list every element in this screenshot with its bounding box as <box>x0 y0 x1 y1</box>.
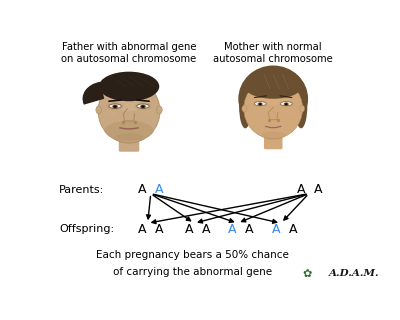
Text: A: A <box>289 223 297 236</box>
Text: A: A <box>202 223 210 236</box>
Text: Father with abnormal gene
on autosomal chromosome: Father with abnormal gene on autosomal c… <box>62 42 197 65</box>
Text: Offspring:: Offspring: <box>59 224 114 234</box>
Text: A.D.A.M.: A.D.A.M. <box>329 269 380 278</box>
Ellipse shape <box>239 84 252 128</box>
Ellipse shape <box>137 104 149 108</box>
Text: of carrying the abnormal gene: of carrying the abnormal gene <box>113 268 272 277</box>
Ellipse shape <box>300 105 304 112</box>
Ellipse shape <box>278 100 294 107</box>
Wedge shape <box>82 82 104 105</box>
Text: A: A <box>245 223 254 236</box>
Ellipse shape <box>250 110 262 115</box>
Ellipse shape <box>134 102 152 110</box>
Ellipse shape <box>284 102 289 106</box>
Ellipse shape <box>104 121 154 141</box>
Ellipse shape <box>114 105 117 108</box>
Ellipse shape <box>96 106 102 114</box>
FancyBboxPatch shape <box>119 140 139 152</box>
Text: A: A <box>228 223 237 236</box>
Ellipse shape <box>242 105 247 112</box>
Ellipse shape <box>157 106 162 114</box>
Text: A: A <box>138 223 147 236</box>
Text: A: A <box>296 183 305 196</box>
Ellipse shape <box>106 102 124 110</box>
Ellipse shape <box>258 102 263 106</box>
Text: A: A <box>272 223 280 236</box>
Ellipse shape <box>142 105 144 108</box>
Text: A: A <box>155 183 164 196</box>
Ellipse shape <box>284 110 296 115</box>
Ellipse shape <box>107 86 151 111</box>
Text: Each pregnancy bears a 50% chance: Each pregnancy bears a 50% chance <box>96 250 289 260</box>
FancyBboxPatch shape <box>264 138 282 149</box>
Text: A: A <box>314 183 322 196</box>
Ellipse shape <box>252 100 268 107</box>
Ellipse shape <box>98 79 160 143</box>
Text: A: A <box>138 183 147 196</box>
Ellipse shape <box>244 74 302 99</box>
Text: A: A <box>155 223 164 236</box>
Ellipse shape <box>285 103 288 105</box>
Text: A: A <box>185 223 193 236</box>
Ellipse shape <box>244 78 303 139</box>
Ellipse shape <box>115 133 143 143</box>
Ellipse shape <box>99 72 159 101</box>
Text: Mother with normal
autosomal chromosome: Mother with normal autosomal chromosome <box>213 42 333 65</box>
Ellipse shape <box>142 110 154 116</box>
Ellipse shape <box>112 105 118 108</box>
Ellipse shape <box>253 83 293 105</box>
Ellipse shape <box>259 103 262 105</box>
Text: ✿: ✿ <box>303 269 312 279</box>
Ellipse shape <box>109 104 121 108</box>
Text: Parents:: Parents: <box>59 185 104 195</box>
Ellipse shape <box>140 105 146 108</box>
Ellipse shape <box>244 79 302 138</box>
Ellipse shape <box>238 66 308 132</box>
Ellipse shape <box>295 84 307 128</box>
Ellipse shape <box>104 110 117 116</box>
Ellipse shape <box>261 132 286 140</box>
Ellipse shape <box>280 102 292 106</box>
Ellipse shape <box>254 102 266 106</box>
